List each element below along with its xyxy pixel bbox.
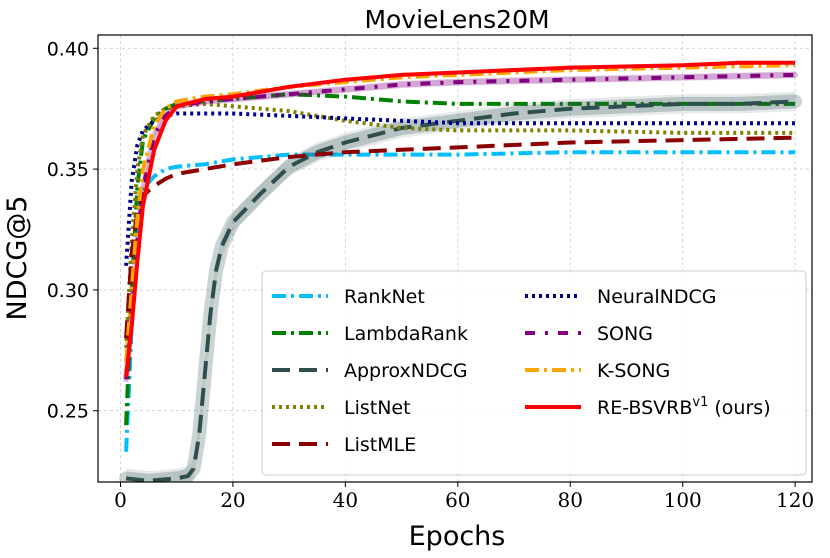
legend-label-superscript: v1 [692, 395, 708, 410]
legend-label-approxndcg: ApproxNDCG [344, 360, 468, 382]
x-tick-label: 100 [664, 488, 702, 512]
legend-label-suffix: (ours) [708, 397, 770, 419]
legend-label-listnet: ListNet [344, 397, 411, 419]
x-axis-label: Epochs [409, 521, 506, 552]
legend-label-text: ListNet [344, 397, 411, 419]
series-line-neuralndcg [124, 111, 796, 266]
legend: RankNet LambdaRank ApproxNDCG ListNet ListML… [261, 270, 807, 476]
legend-label-text: RankNet [344, 286, 425, 308]
legend-label-text: ListMLE [344, 434, 416, 456]
grid-layer [98, 35, 812, 482]
legend-label-neuralndcg: NeuralNDCG [597, 286, 717, 308]
y-tick-label: 0.30 [47, 280, 89, 302]
legend-label-text: LambdaRank [344, 323, 468, 345]
x-tick-label: 120 [776, 488, 814, 512]
legend-label-text: ApproxNDCG [344, 360, 468, 382]
x-tick-label: 80 [558, 488, 583, 512]
legend-label-text: SONG [597, 323, 653, 345]
x-tick-label: 0 [114, 488, 127, 512]
legend-label-text: NeuralNDCG [597, 286, 717, 308]
series-line-k-song [124, 63, 796, 363]
series-line-listnet [124, 101, 796, 349]
x-tick-label: 60 [445, 488, 470, 512]
plot-area [119, 60, 803, 482]
series-line-approxndcg [125, 99, 796, 482]
x-tick-label: 20 [220, 488, 245, 512]
legend-label-song: SONG [597, 323, 653, 345]
y-tick-label: 0.40 [47, 38, 89, 60]
legend-label-lambdarank: LambdaRank [344, 323, 468, 345]
series-line-listmle [124, 135, 796, 339]
legend-label-ranknet: RankNet [344, 286, 425, 308]
y-axis-label: NDCG@5 [2, 196, 33, 321]
legend-label-re-bsvrb: RE-BSVRBv1 (ours) [597, 395, 771, 419]
series-line-lambdarank [124, 92, 796, 426]
x-tick-label: 40 [333, 488, 358, 512]
y-tick-label: 0.25 [47, 401, 89, 423]
chart-title: MovieLens20M [364, 5, 549, 34]
legend-label-text: RE-BSVRB [597, 397, 692, 419]
legend-box [261, 270, 807, 476]
legend-label-text: K-SONG [597, 360, 670, 382]
series-line-re-bsvrb [124, 60, 796, 378]
axis-ticks: 0 20 40 60 80 100 120 0.25 0.30 0.35 0.40 [47, 38, 815, 512]
legend-label-listmle: ListMLE [344, 434, 416, 456]
legend-label-k-song: K-SONG [597, 360, 670, 382]
plot-frame [97, 34, 813, 483]
y-tick-label: 0.35 [47, 159, 89, 181]
